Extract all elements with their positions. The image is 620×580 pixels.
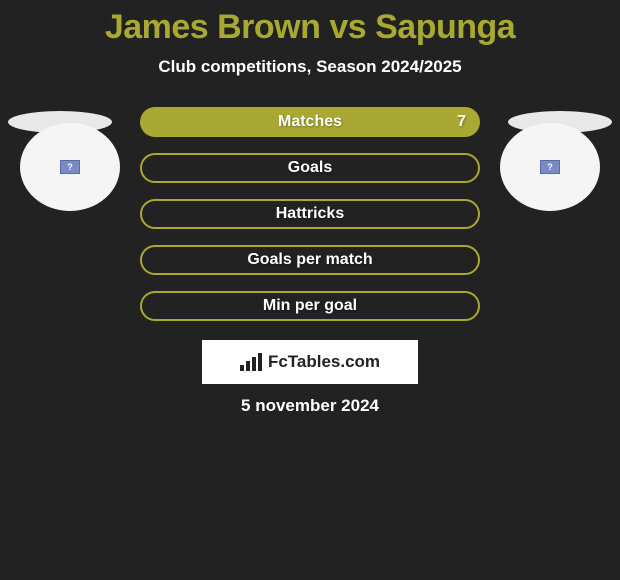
- matches-label: Matches: [278, 113, 342, 131]
- gpm-bar: Goals per match: [140, 245, 480, 275]
- stat-row-gpm: Goals per match: [0, 243, 620, 276]
- logo-box[interactable]: FcTables.com: [202, 340, 418, 384]
- stat-row-goals: Goals: [0, 151, 620, 184]
- mpg-bar: Min per goal: [140, 291, 480, 321]
- hattricks-label: Hattricks: [276, 205, 344, 223]
- goals-bar: Goals: [140, 153, 480, 183]
- stat-row-mpg: Min per goal: [0, 289, 620, 322]
- goals-label: Goals: [288, 159, 332, 177]
- mpg-label: Min per goal: [263, 297, 357, 315]
- stat-row-hattricks: Hattricks: [0, 197, 620, 230]
- date-text: 5 november 2024: [0, 396, 620, 416]
- hattricks-bar: Hattricks: [140, 199, 480, 229]
- player2-flag-icon: [540, 160, 560, 174]
- subtitle: Club competitions, Season 2024/2025: [0, 57, 620, 77]
- matches-value-right: 7: [457, 113, 466, 131]
- matches-bar: Matches 7: [140, 107, 480, 137]
- logo-text: FcTables.com: [268, 352, 380, 372]
- page-title: James Brown vs Sapunga: [0, 8, 620, 47]
- logo: FcTables.com: [240, 352, 380, 372]
- gpm-label: Goals per match: [247, 251, 372, 269]
- logo-chart-icon: [240, 353, 262, 371]
- comparison-widget: James Brown vs Sapunga Club competitions…: [0, 0, 620, 416]
